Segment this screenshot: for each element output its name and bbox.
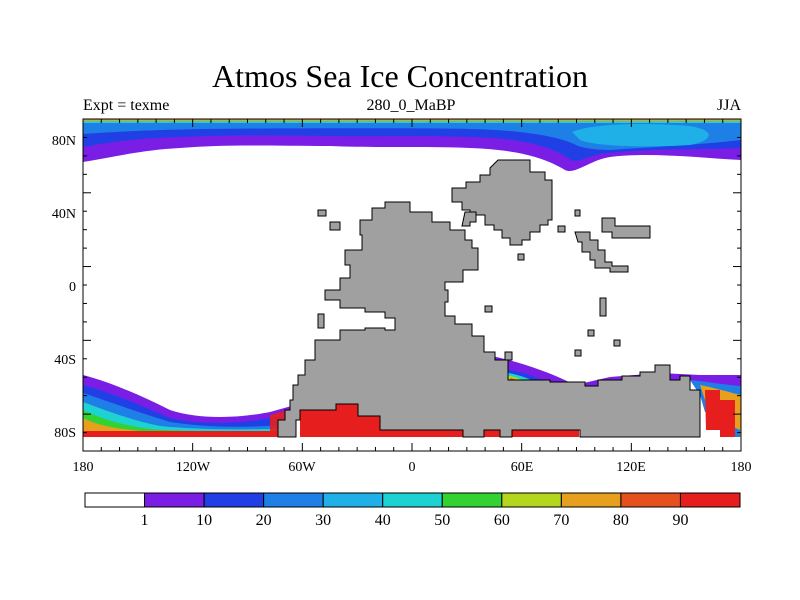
colorbar-box xyxy=(679,492,741,508)
axis-ticks xyxy=(82,118,742,452)
y-tick-label: 80N xyxy=(52,134,76,149)
x-tick-label: 180 xyxy=(731,460,752,475)
period-label: 280_0_MaBP xyxy=(366,97,456,114)
colorbar-label: 10 xyxy=(196,512,212,529)
colorbar-label: 1 xyxy=(141,512,149,529)
y-tick-label: 40N xyxy=(52,207,76,222)
colorbar-box xyxy=(144,492,205,508)
colorbar-label: 40 xyxy=(375,512,391,529)
colorbar-box xyxy=(382,492,443,508)
x-tick-label: 60E xyxy=(511,460,534,475)
y-tick-label: 40S xyxy=(54,353,76,368)
colorbar-box xyxy=(501,492,562,508)
x-tick-label: 180 xyxy=(73,460,94,475)
land-masses xyxy=(277,159,701,438)
colorbar-box xyxy=(560,492,622,508)
x-tick-label: 0 xyxy=(409,460,416,475)
y-tick-label: 80S xyxy=(54,426,76,441)
season-label: JJA xyxy=(716,97,741,114)
colorbar-label: 60 xyxy=(494,512,510,529)
southern-ice-west xyxy=(83,375,295,437)
x-tick-label: 120W xyxy=(176,460,211,475)
colorbar-label: 20 xyxy=(256,512,272,529)
colorbar-label: 70 xyxy=(553,512,569,529)
colorbar-box xyxy=(84,492,146,508)
experiment-label: Expt = texme xyxy=(83,97,170,114)
colorbar-box xyxy=(322,492,384,508)
y-tick-label: 0 xyxy=(69,280,76,295)
colorbar-label: 90 xyxy=(672,512,688,529)
x-axis: 180 120W 60W 0 60E 120E 180 xyxy=(73,460,752,475)
colorbar-box xyxy=(263,492,324,508)
map-title: Atmos Sea Ice Concentration xyxy=(212,58,588,94)
colorbar-box xyxy=(441,492,503,508)
x-tick-label: 120E xyxy=(616,460,646,475)
y-axis: 80N 40N 0 40S 80S xyxy=(52,134,76,441)
colorbar-box xyxy=(620,492,681,508)
colorbar-label: 80 xyxy=(613,512,629,529)
x-tick-label: 60W xyxy=(288,460,316,475)
colorbar-label: 50 xyxy=(434,512,450,529)
colorbar: 1 10 20 30 40 50 60 70 80 90 xyxy=(84,492,741,529)
colorbar-label: 30 xyxy=(315,512,331,529)
colorbar-box xyxy=(203,492,265,508)
